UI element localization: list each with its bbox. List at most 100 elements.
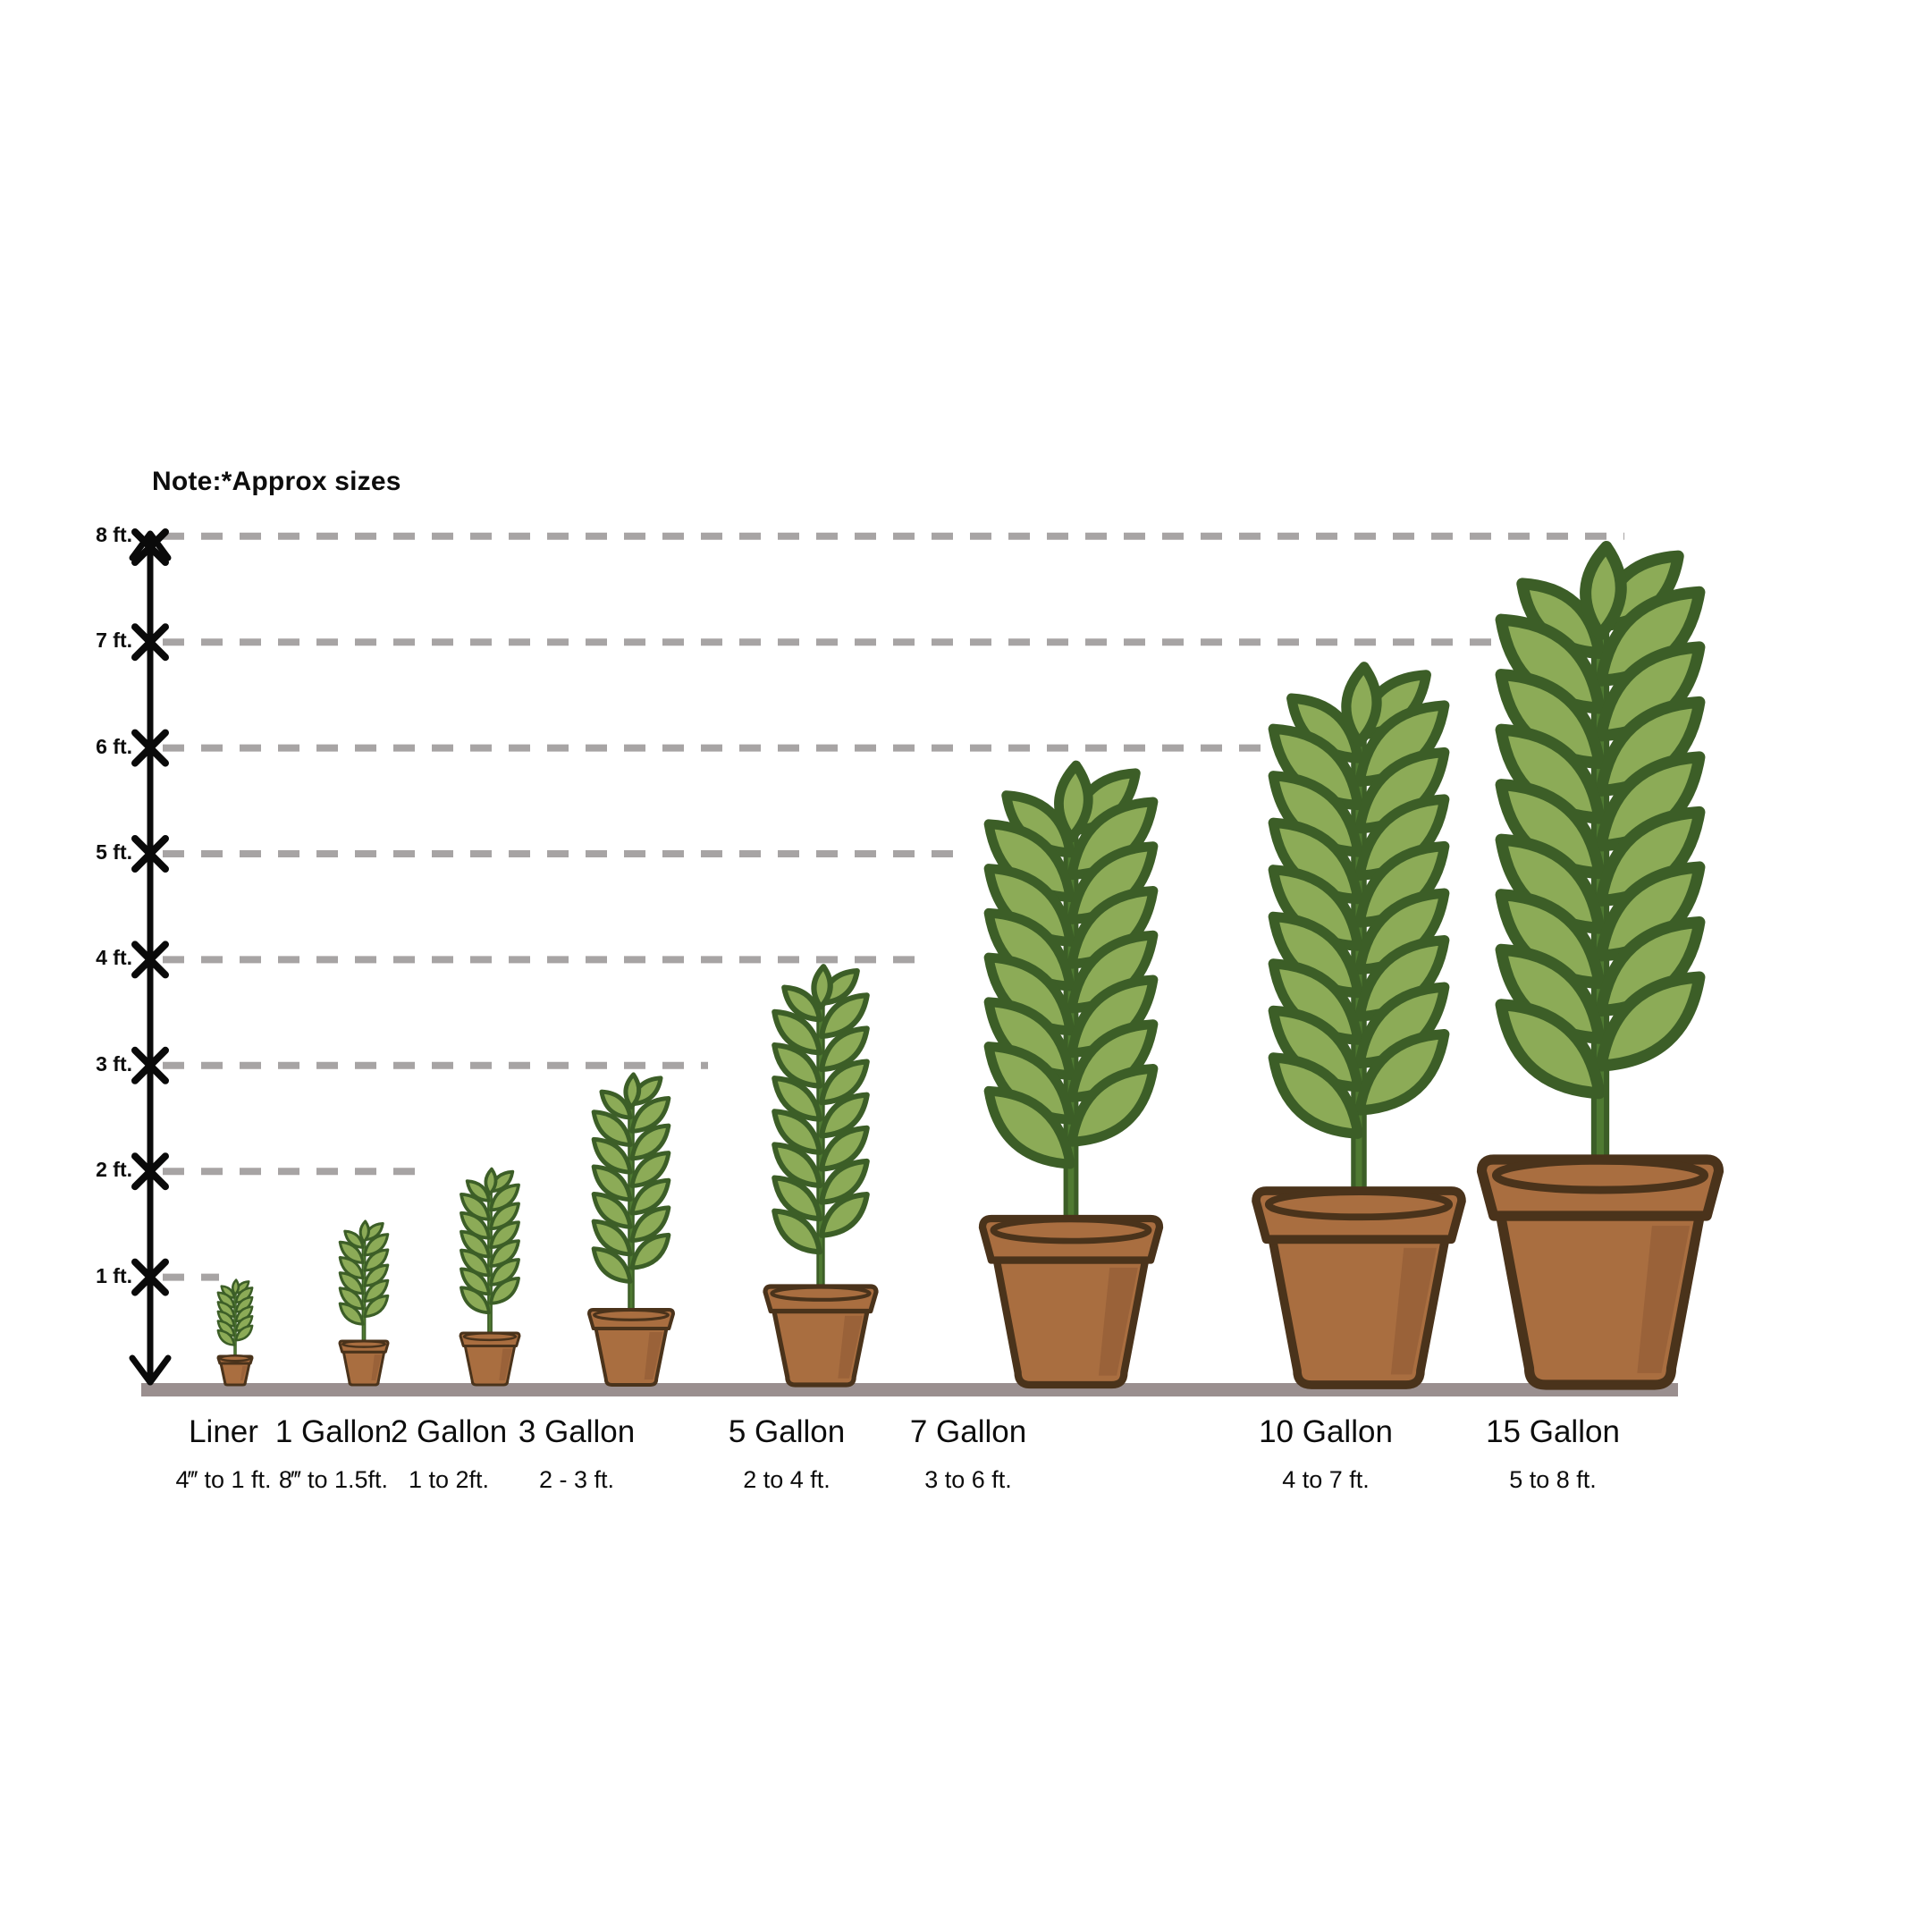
leaf-icon [216,1329,236,1346]
axis-label-1ft: 1 ft. [96,1263,132,1287]
pot-shading [240,1366,247,1380]
plant-5-gallon [763,964,879,1388]
pot-opening [990,1216,1152,1244]
leaf-icon [629,1151,671,1188]
leaf-icon [232,1278,240,1296]
label-liner: Liner [189,1414,258,1449]
leaf-icon [772,1175,823,1222]
leaf-icon [489,1276,520,1305]
leaf-icon [818,1059,870,1106]
axis-tick-x-5ft [131,835,169,873]
leaf-icon [818,1025,870,1073]
pot-shading [1390,1247,1437,1375]
plant-10-gallon [1252,662,1466,1389]
leaf-icon [818,1192,870,1238]
plant-liner [216,1278,254,1387]
leaf-icon [629,1177,671,1216]
leaf-icon [629,1096,671,1134]
plant-2-gallon [459,1167,521,1387]
leaf-icon [629,1205,671,1244]
leaf-icon [591,1164,633,1202]
pot-opening [770,1285,872,1302]
axis-tick-x-2ft [131,1152,169,1191]
size-liner: 4‴ to 1 ft. [175,1466,272,1493]
pot-opening [593,1308,670,1321]
leaf-icon [338,1302,365,1326]
axis-tick-x-8ft [131,528,169,566]
axis-label-8ft: 8 ft. [96,522,132,546]
pot-opening [1491,1156,1709,1194]
axis-label-3ft: 3 ft. [96,1051,132,1076]
leaf-icon [629,1232,671,1270]
size-5-gallon: 2 to 4 ft. [743,1466,831,1493]
size-3-gallon: 2 - 3 ft. [538,1466,615,1493]
axis-label-7ft: 7 ft. [96,629,132,653]
leaf-icon [818,992,870,1039]
label-15-gallon: 15 Gallon [1486,1414,1620,1449]
leaf-icon [781,984,823,1023]
leaf-icon [234,1324,254,1342]
leaf-icon [623,1072,642,1109]
label-1-gallon: 1 Gallon [274,1414,392,1449]
leaf-icon [1054,760,1093,843]
size-15-gallon: 5 to 8 ft. [1509,1466,1597,1493]
pot-opening [219,1354,251,1363]
leaf-icon [772,1208,823,1255]
pot-shading [838,1315,863,1379]
axis-tick-x-4ft [131,941,169,979]
label-7-gallon: 7 Gallon [909,1414,1027,1449]
axis-tick-x-7ft [131,623,169,662]
axis-tick-x-1ft [131,1258,169,1296]
plant-15-gallon [1476,541,1724,1390]
leaf-icon [591,1109,633,1148]
leaf-icon [460,1286,491,1315]
axis-label-2ft: 2 ft. [96,1158,132,1182]
leaf-icon [772,1008,823,1056]
plant-7-gallon [978,760,1164,1389]
pot-opening [462,1332,518,1342]
leaf-icon [484,1167,498,1196]
leaf-icon [1067,1063,1159,1147]
axis-label-4ft: 4 ft. [96,946,132,970]
leaf-icon [772,1076,823,1122]
size-7-gallon: 3 to 6 ft. [924,1466,1012,1493]
height-axis [129,528,172,1386]
note-approx-sizes: Note:*Approx sizes [152,467,401,496]
leaf-icon [591,1219,633,1257]
leaf-icon [1341,662,1382,748]
leaf-icon [591,1136,633,1175]
plant-1-gallon [338,1219,390,1387]
leaf-icon [772,1109,823,1155]
label-5-gallon: 5 Gallon [728,1414,846,1449]
axis-label-5ft: 5 ft. [96,840,132,864]
axis-label-6ft: 6 ft. [96,734,132,758]
leaf-icon [1595,971,1706,1072]
leaf-icon [983,1085,1075,1169]
leaf-icon [772,1142,823,1189]
axis-tick-x-3ft [131,1046,169,1084]
leaf-icon [358,1219,370,1244]
leaf-icon [591,1246,633,1284]
axis-tick-x-6ft [131,729,169,767]
leaf-icon [1354,1029,1450,1116]
leaf-icon [363,1294,390,1319]
leaf-icon [629,1123,671,1161]
pot-shading [644,1331,663,1380]
pot-opening [1264,1188,1454,1221]
label-2-gallon: 2 Gallon [390,1414,508,1449]
leaf-icon [818,1158,870,1205]
leaf-icon [465,1179,491,1202]
pot-shading [1098,1267,1138,1376]
label-10-gallon: 10 Gallon [1259,1414,1393,1449]
pot-shading [371,1354,382,1380]
size-10-gallon: 4 to 7 ft. [1282,1466,1370,1493]
leaf-icon [772,1042,823,1089]
pot-shading [1637,1226,1691,1373]
foot-guide-lines [163,532,1624,1281]
size-2-gallon: 1 to 2ft. [408,1466,490,1493]
size-1-gallon: 8‴ to 1.5ft. [278,1466,389,1493]
ground-bar [141,1383,1678,1396]
leaf-icon [818,1092,870,1139]
